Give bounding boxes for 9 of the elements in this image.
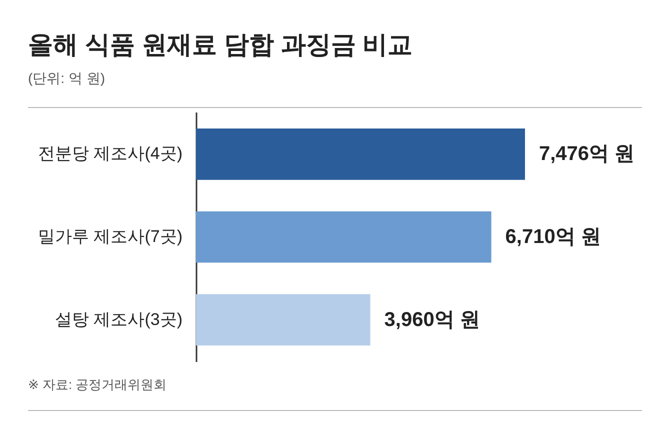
y-tick-label: 설탕 제조사(3곳) xyxy=(55,310,182,329)
y-tick-label: 전분당 제조사(4곳) xyxy=(38,144,182,164)
text: (단위: 억 원) xyxy=(28,70,105,88)
y-tick-label: 밀가루 제조사(7곳) xyxy=(38,227,182,246)
chart-title: 올해 식품 원재료 담합 과징금 비교 xyxy=(28,30,413,61)
text: ※ 자료: 공정거래위원회 xyxy=(28,376,167,394)
data-label: 7,476억 원 xyxy=(539,143,635,166)
data-label: 3,960억 원 xyxy=(384,308,480,331)
data-label: 6,710억 원 xyxy=(505,226,601,248)
